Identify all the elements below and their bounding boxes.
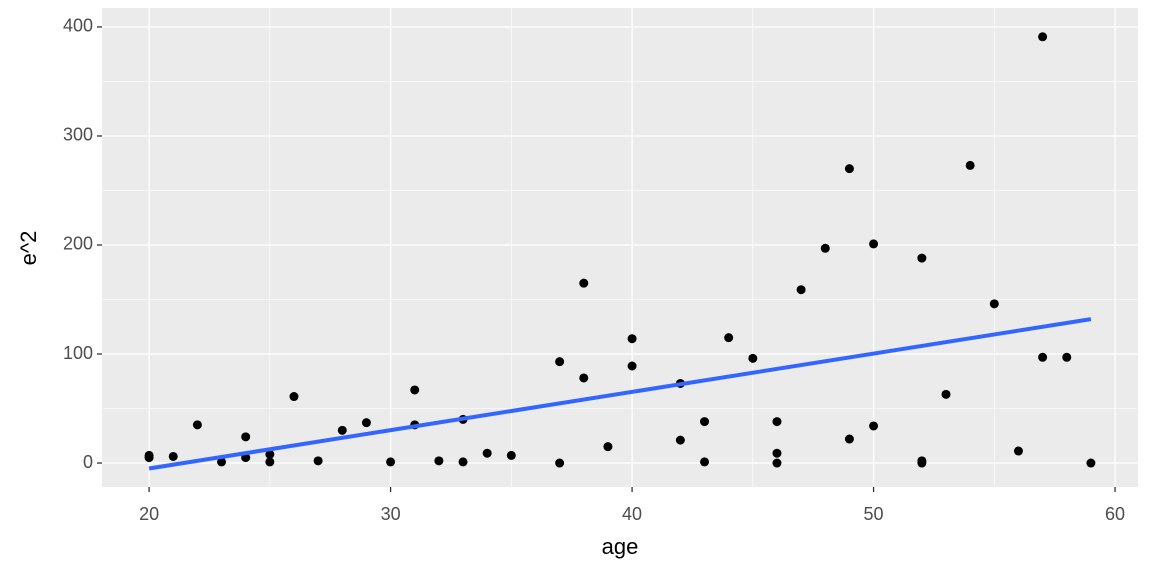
x-axis-title: age — [602, 534, 639, 559]
point — [700, 457, 710, 467]
point — [217, 457, 227, 467]
point — [796, 285, 806, 295]
x-tick-label: 50 — [864, 504, 884, 524]
point — [265, 449, 275, 459]
point — [241, 432, 251, 442]
point — [941, 389, 951, 399]
point — [289, 392, 299, 402]
point — [1062, 352, 1072, 362]
fit-line — [148, 317, 1092, 471]
point — [144, 453, 154, 463]
panel — [102, 8, 1138, 487]
point — [869, 239, 879, 249]
y-tick-label: 100 — [63, 343, 93, 363]
point — [917, 458, 927, 468]
y-tick-label: 0 — [83, 452, 93, 472]
x-tick-label: 30 — [381, 504, 401, 524]
point — [458, 457, 468, 467]
y-tick-label: 200 — [63, 234, 93, 254]
point — [700, 417, 710, 427]
point — [989, 299, 999, 309]
x-tick-label: 40 — [622, 504, 642, 524]
point — [192, 420, 202, 430]
point — [965, 160, 975, 170]
point — [772, 458, 782, 468]
point — [265, 457, 275, 467]
point — [603, 442, 613, 452]
y-tick-label: 300 — [63, 125, 93, 145]
point — [772, 448, 782, 458]
point — [844, 164, 854, 174]
point — [675, 435, 685, 445]
point — [434, 456, 444, 466]
point — [869, 421, 879, 431]
point — [820, 243, 830, 253]
point — [337, 425, 347, 435]
x-tick-label: 60 — [1105, 504, 1125, 524]
point — [579, 278, 589, 288]
point — [1013, 446, 1023, 456]
point — [1038, 352, 1048, 362]
point — [627, 361, 637, 371]
point — [748, 353, 758, 363]
point — [506, 450, 516, 460]
point — [917, 253, 927, 263]
point — [168, 451, 178, 461]
point — [555, 357, 565, 367]
point — [627, 334, 637, 344]
y-axis-title: e^2 — [16, 231, 41, 266]
point — [1086, 458, 1096, 468]
x-tick-label: 20 — [139, 504, 159, 524]
y-tick-label: 400 — [63, 16, 93, 36]
point — [313, 456, 323, 466]
point — [386, 457, 396, 467]
point — [844, 434, 854, 444]
point — [555, 458, 565, 468]
point — [772, 417, 782, 427]
point — [724, 333, 734, 343]
point — [361, 418, 371, 428]
point — [410, 385, 420, 395]
point — [579, 373, 589, 383]
point — [1038, 32, 1048, 42]
point — [482, 448, 492, 458]
